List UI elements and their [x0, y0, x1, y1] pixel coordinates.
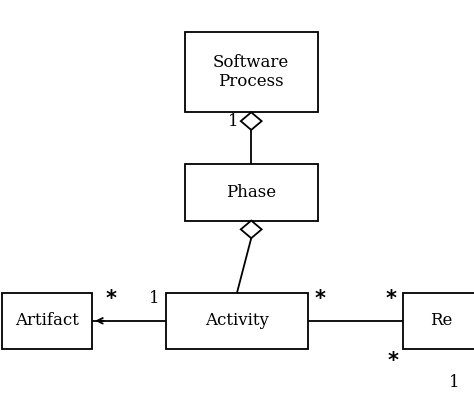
Text: 1: 1 — [449, 374, 460, 391]
Bar — [185, 164, 318, 221]
Polygon shape — [241, 112, 262, 130]
Text: *: * — [388, 351, 399, 371]
Text: Re: Re — [429, 312, 452, 329]
Text: 1: 1 — [149, 290, 159, 307]
Text: Software
Process: Software Process — [213, 54, 289, 91]
Text: *: * — [314, 289, 326, 309]
Text: 1: 1 — [228, 113, 238, 130]
Text: *: * — [106, 289, 117, 309]
Text: Artifact: Artifact — [16, 312, 79, 329]
Bar — [403, 293, 474, 349]
Text: Phase: Phase — [226, 184, 276, 201]
Polygon shape — [241, 221, 262, 238]
Text: Activity: Activity — [205, 312, 269, 329]
Bar — [166, 293, 308, 349]
Bar — [185, 32, 318, 112]
Bar — [2, 293, 92, 349]
Text: *: * — [385, 289, 397, 309]
